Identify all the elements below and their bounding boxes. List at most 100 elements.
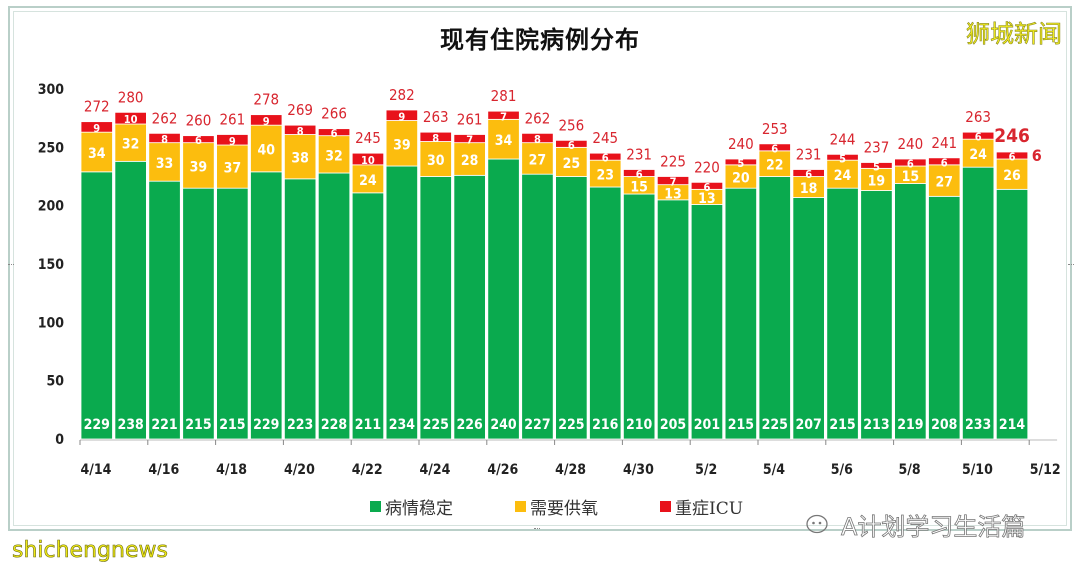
data-label-oxygen: 19 <box>868 173 886 189</box>
x-tick-label: 5/8 <box>899 462 921 478</box>
bar-segment-stable <box>623 193 656 440</box>
data-label-stable: 223 <box>287 417 313 433</box>
bar-segment-icu <box>80 121 113 133</box>
data-label-total: 220 <box>694 158 720 176</box>
bar-segment-icu <box>351 152 385 166</box>
bar-segment-oxygen <box>317 135 351 174</box>
data-label-icu: 6 <box>975 131 982 144</box>
bar-segment-icu <box>114 111 147 125</box>
data-label-stable: 207 <box>796 417 822 433</box>
bar-segment-stable <box>860 190 893 440</box>
data-label-icu: 9 <box>93 122 100 135</box>
bar-segment-icu <box>928 157 961 166</box>
bar-segment-icu <box>216 134 249 146</box>
data-label-icu: 6 <box>331 127 338 140</box>
data-label-total: 263 <box>423 108 449 126</box>
bar-segment-icu <box>555 139 588 148</box>
data-label-stable: 201 <box>694 417 720 433</box>
x-tick-label: 4/22 <box>352 462 383 478</box>
data-label-stable: 228 <box>321 417 347 433</box>
data-label-stable: 229 <box>84 417 110 433</box>
resize-handle-left[interactable] <box>8 264 14 268</box>
x-tick-label: 5/4 <box>763 462 785 478</box>
data-label-oxygen: 25 <box>563 156 581 172</box>
data-label-total: 256 <box>558 116 584 134</box>
data-label-icu: 8 <box>432 132 439 145</box>
bar-segment-icu <box>894 158 927 167</box>
bar-segment-icu <box>521 132 554 144</box>
bar-segment-icu <box>690 181 724 190</box>
bar-segment-icu <box>385 109 419 121</box>
bar-segment-icu <box>724 158 757 166</box>
bar-segment-oxygen <box>216 144 249 189</box>
data-label-total: 240 <box>728 135 754 153</box>
data-label-oxygen: 39 <box>393 137 411 153</box>
bar-segment-oxygen <box>826 159 859 189</box>
data-label-oxygen: 38 <box>291 151 309 167</box>
y-tick-label: 0 <box>55 432 64 448</box>
data-label-total: 266 <box>321 105 347 123</box>
data-label-stable: 233 <box>965 417 991 433</box>
resize-handle-bottom[interactable] <box>534 528 540 532</box>
bar-segment-stable <box>114 160 147 440</box>
bar-segment-icu <box>792 169 825 177</box>
data-label-oxygen: 26 <box>1003 168 1021 184</box>
data-label-total: 246 <box>994 125 1030 147</box>
data-label-stable: 213 <box>863 417 889 433</box>
bar-segment-stable <box>894 183 927 440</box>
legend-item-oxygen: 需要供氧 <box>515 494 598 519</box>
bar-segment-oxygen <box>385 120 419 167</box>
data-label-icu: 9 <box>263 115 270 128</box>
data-label-oxygen: 33 <box>156 156 174 172</box>
data-label-total: 262 <box>525 109 551 127</box>
data-label-stable: 227 <box>524 417 550 433</box>
bar-segment-stable <box>250 171 283 440</box>
data-label-total: 245 <box>355 129 381 147</box>
data-label-icu: 10 <box>124 113 138 126</box>
bar-segment-stable <box>283 178 317 440</box>
legend-item-icu: 重症ICU <box>660 494 743 519</box>
data-label-total: 263 <box>965 108 991 126</box>
data-label-stable: 240 <box>490 417 517 433</box>
bar-segment-icu <box>962 131 995 140</box>
data-label-icu: 9 <box>229 135 236 148</box>
bar-segment-icu <box>453 134 486 144</box>
data-label-icu: 6 <box>771 142 778 155</box>
data-label-stable: 215 <box>185 417 211 433</box>
bar-segment-oxygen <box>148 142 181 182</box>
data-label-oxygen: 34 <box>88 146 106 162</box>
data-label-stable: 226 <box>457 417 484 433</box>
legend-swatch-icu <box>660 501 671 512</box>
bar-segment-stable <box>182 187 215 440</box>
x-tick-label: 4/18 <box>216 462 247 478</box>
resize-handle-right[interactable] <box>1068 264 1074 268</box>
data-label-stable: 219 <box>897 417 923 433</box>
y-tick-label: 250 <box>38 140 65 156</box>
bar-segment-stable <box>962 166 995 440</box>
bar-segment-oxygen <box>182 142 215 189</box>
data-label-icu: 6 <box>704 181 711 194</box>
data-label-total: 269 <box>287 101 313 119</box>
bar-segment-icu <box>250 114 283 126</box>
bar-segment-icu <box>826 153 859 161</box>
data-label-icu: 6 <box>568 139 575 152</box>
bar-segment-icu <box>860 162 893 169</box>
bar-segment-icu <box>148 132 181 144</box>
legend-label-oxygen: 需要供氧 <box>530 499 598 519</box>
bar-segment-icu <box>419 131 452 142</box>
bar-segment-stable <box>487 158 520 440</box>
data-label-stable: 229 <box>253 417 279 433</box>
bar-segment-stable <box>453 174 486 440</box>
data-label-oxygen: 40 <box>257 143 275 159</box>
data-label-stable: 215 <box>219 417 245 433</box>
bar-segment-oxygen <box>995 158 1029 190</box>
data-label-total: 272 <box>84 98 110 116</box>
bar-segment-icu <box>283 124 317 135</box>
data-label-oxygen: 30 <box>427 153 445 169</box>
x-tick-label: 4/28 <box>555 462 586 478</box>
data-label-icu: 7 <box>670 176 677 189</box>
data-label-stable: 205 <box>660 417 686 433</box>
data-label-total: 237 <box>864 139 890 157</box>
chart-legend: 病情稳定 需要供氧 重症ICU <box>370 494 743 519</box>
